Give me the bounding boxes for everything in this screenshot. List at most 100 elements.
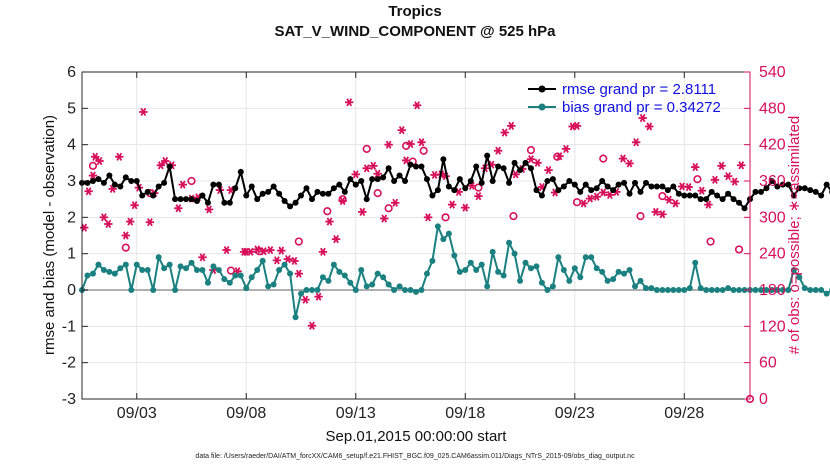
rmse-point	[204, 199, 211, 206]
bias-point	[423, 270, 430, 277]
asterisk-stroke	[468, 181, 475, 190]
y-tick-label: 0	[67, 282, 76, 299]
obs-possible-point	[474, 183, 483, 192]
bias-point	[407, 287, 414, 293]
rmse-point	[407, 161, 414, 168]
bias-point	[265, 283, 272, 290]
obs-possible-point	[88, 161, 98, 170]
obs-assimilated-point	[318, 247, 328, 256]
obs-assimilated-point	[638, 113, 647, 123]
asterisk-stroke	[685, 182, 692, 192]
asterisk-stroke	[92, 152, 99, 161]
x-tick-label: 09/03	[117, 405, 157, 422]
obs-assimilated-point	[88, 171, 98, 180]
rmse-point	[774, 183, 781, 190]
bias-point	[363, 283, 370, 290]
rmse-point	[462, 185, 469, 192]
legend-bias-label: bias grand pr = 0.34272	[562, 99, 721, 116]
rmse-point	[692, 192, 699, 199]
asterisk-stroke	[539, 182, 545, 192]
asterisk-stroke	[157, 161, 164, 170]
bias-point	[122, 261, 129, 268]
bias-point	[155, 254, 162, 261]
rmse-point	[593, 185, 600, 192]
obs-assimilated-point	[684, 182, 693, 192]
legend-rmse-label: rmse grand pr = 2.8111	[562, 81, 716, 98]
bias-point	[183, 265, 190, 272]
y2-tick-label: 180	[759, 282, 786, 299]
obs-assimilated-point	[325, 217, 334, 226]
bias-point	[571, 265, 578, 272]
bias-point	[538, 279, 545, 286]
asterisk-stroke	[140, 107, 147, 117]
obs-assimilated-point	[730, 177, 739, 186]
y2-tick-label: 300	[759, 209, 786, 226]
bias-point	[100, 267, 107, 274]
obs-assimilated-point	[283, 255, 293, 264]
rmse-point	[610, 187, 617, 194]
obs-possible-point	[526, 146, 536, 155]
bias-point	[237, 272, 244, 279]
bias-point	[150, 287, 157, 293]
rmse-point	[741, 205, 748, 212]
asterisk-stroke	[692, 162, 699, 172]
bias-point	[270, 281, 277, 288]
asterisk-stroke	[278, 246, 285, 255]
obs-assimilated-point	[599, 188, 608, 197]
bias-point	[637, 277, 644, 284]
bias-point	[429, 257, 436, 264]
rmse-point	[730, 196, 737, 203]
bias-point	[500, 272, 507, 279]
bias-point	[774, 287, 781, 293]
rmse-point	[396, 172, 403, 179]
asterisk-stroke	[127, 217, 134, 226]
bias-point	[374, 270, 381, 277]
y2-tick-label: 420	[759, 137, 786, 154]
rmse-point	[429, 192, 436, 199]
rmse-point	[117, 183, 124, 190]
asterisk-stroke	[512, 170, 519, 179]
rmse-point	[500, 165, 507, 172]
bias-point	[276, 267, 283, 274]
obs-assimilated-point	[723, 172, 733, 181]
rmse-point	[95, 176, 102, 183]
bias-point	[714, 287, 721, 293]
bias-point	[675, 287, 682, 293]
obs-assimilated-point	[178, 180, 187, 189]
rmse-point	[522, 159, 529, 166]
asterisk-stroke	[179, 180, 186, 189]
legend-rmse-marker	[538, 85, 546, 93]
bias-point	[298, 290, 305, 297]
chart-title: Tropics	[388, 3, 441, 20]
bias-point	[391, 287, 398, 293]
obs-assimilated-point	[139, 107, 148, 117]
obs-assimilated-point	[380, 214, 389, 223]
rmse-point	[489, 178, 496, 184]
bias-point	[708, 287, 715, 293]
y-tick-label: -1	[62, 318, 76, 335]
bias-point	[232, 272, 239, 279]
asterisk-stroke	[374, 169, 381, 178]
asterisk-stroke	[85, 187, 92, 196]
rmse-point	[779, 181, 786, 188]
bias-point	[358, 267, 365, 274]
rmse-point	[566, 178, 573, 184]
rmse-point	[560, 183, 567, 190]
bias-point	[473, 267, 480, 274]
y2-tick-label: 240	[759, 246, 786, 263]
bias-point	[385, 281, 392, 288]
obs-assimilated-point	[95, 156, 104, 166]
asterisk-stroke	[418, 138, 425, 147]
rmse-point	[445, 183, 452, 190]
obs-assimilated-point	[79, 223, 89, 232]
obs-assimilated-point	[493, 146, 503, 155]
obs-assimilated-point	[198, 253, 207, 262]
rmse-point	[648, 183, 655, 190]
bias-point	[533, 263, 540, 270]
asterisk-stroke	[96, 156, 103, 166]
bias-point	[736, 287, 743, 293]
grid-lines	[82, 71, 750, 400]
bias-point	[626, 267, 633, 274]
rmse-point	[818, 192, 825, 199]
y-tick-label: 4	[67, 137, 76, 154]
